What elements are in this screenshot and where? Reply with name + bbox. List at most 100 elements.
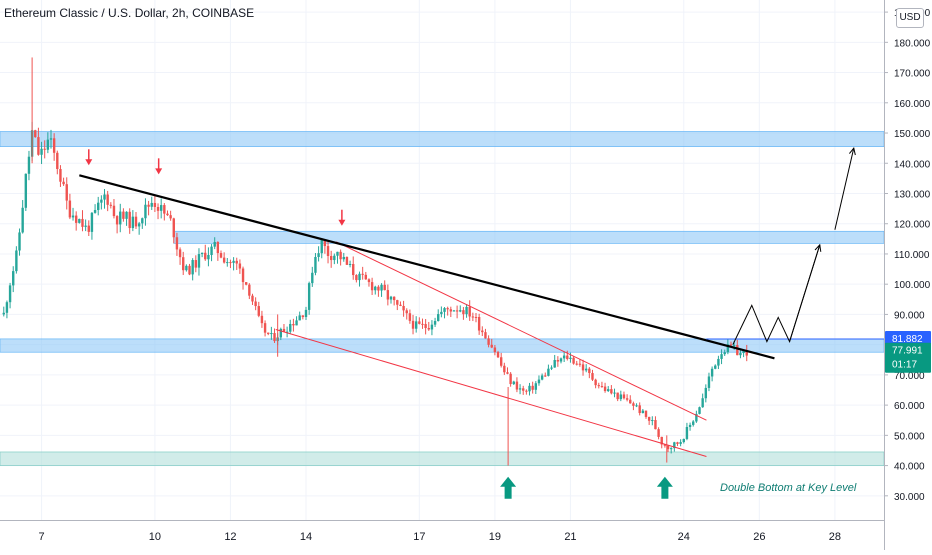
price-tick-label: 60.000 (894, 401, 925, 412)
candle-body (616, 392, 619, 400)
candle-body (163, 205, 166, 214)
candle-body (285, 331, 289, 333)
candle-body (676, 442, 679, 444)
candle-body (471, 316, 475, 318)
candle-body (452, 310, 456, 312)
candle-body (717, 358, 720, 366)
candle-body (525, 390, 528, 392)
candle-body (40, 148, 43, 155)
candle-body (622, 394, 626, 399)
price-tick-label: 70.000 (894, 371, 925, 382)
candle-body (418, 321, 421, 324)
candle-body (100, 199, 103, 203)
candle-body (125, 211, 128, 219)
candle-body (62, 181, 65, 185)
candle-body (698, 407, 701, 414)
candle-body (619, 394, 623, 400)
grid-layer (0, 0, 884, 520)
candle-body (226, 262, 229, 264)
time-tick-label: 10 (149, 531, 161, 543)
price-tick-label: 50.000 (894, 431, 925, 442)
candle-body (115, 216, 119, 225)
projection-path (732, 244, 821, 345)
candle-body (74, 215, 78, 223)
candle-body (657, 429, 660, 437)
currency-button[interactable]: USD (896, 8, 924, 28)
candle-body (559, 358, 563, 362)
candle-body (682, 438, 685, 443)
candle-body (729, 344, 733, 346)
candle-body (380, 284, 383, 291)
candle-body (556, 359, 560, 362)
candle-body (329, 256, 333, 261)
price-tick-label: 100.000 (894, 280, 931, 291)
candle-body (370, 282, 374, 291)
candle-body (156, 206, 160, 211)
channel-line (275, 329, 707, 457)
candle-body (581, 364, 585, 371)
candle-body (374, 286, 377, 291)
candle-body (600, 386, 604, 388)
candle-body (430, 324, 434, 330)
candle-body (326, 246, 330, 257)
chart-title: Ethereum Classic / U.S. Dollar, 2h, COIN… (4, 6, 255, 20)
candle-body (386, 290, 390, 300)
candle-body (352, 264, 355, 276)
time-tick-label: 7 (38, 531, 44, 543)
candle-body (685, 426, 689, 439)
candle-body (547, 368, 550, 376)
candle-body (213, 241, 216, 247)
candle-body (222, 257, 226, 263)
candle-layer (2, 57, 748, 466)
candle-body (578, 363, 582, 365)
candle-body (56, 152, 59, 170)
candle-body (84, 225, 87, 227)
price-tick-label: 90.000 (894, 310, 925, 321)
candle-body (669, 448, 673, 450)
projection-arrow-1-head (814, 243, 822, 252)
double-bottom-annotation: Double Bottom at Key Level (720, 482, 857, 494)
candle-body (191, 260, 194, 275)
time-tick-label: 21 (564, 531, 576, 543)
candle-body (21, 207, 24, 233)
candle-body (736, 345, 739, 356)
last-price-tag (885, 342, 931, 373)
candle-body (320, 239, 323, 254)
candle-body (537, 379, 541, 384)
candle-body (383, 284, 386, 291)
price-tick-label: 180.000 (894, 38, 931, 49)
candle-body (314, 256, 317, 273)
candle-body (112, 205, 116, 217)
zone-rect (173, 230, 885, 244)
candle-body (159, 205, 163, 211)
candle-body (43, 148, 46, 150)
candle-body (235, 260, 238, 264)
candle-body (90, 212, 94, 232)
candle-body (355, 275, 358, 281)
candle-body (251, 295, 254, 302)
candle-body (591, 373, 594, 380)
candle-body (512, 381, 515, 385)
red-down-arrow-head (338, 219, 346, 226)
candle-body (647, 416, 651, 421)
candle-body (333, 255, 336, 261)
candle-body (147, 204, 150, 207)
candle-body (635, 405, 638, 407)
projection-arrow-2-head (849, 147, 856, 156)
zone-layer (0, 131, 885, 466)
candle-body (449, 309, 453, 312)
time-tick-label: 24 (678, 531, 690, 543)
candle-body (339, 251, 342, 260)
candle-body (572, 357, 575, 364)
drawing-layer (79, 147, 884, 499)
candle-body (710, 368, 714, 377)
candle-body (421, 323, 424, 325)
candle-body (244, 282, 248, 285)
candle-body (317, 253, 320, 257)
candle-body (248, 284, 251, 296)
candle-body (550, 367, 553, 369)
candle-body (122, 211, 125, 219)
candle-body (65, 184, 68, 201)
